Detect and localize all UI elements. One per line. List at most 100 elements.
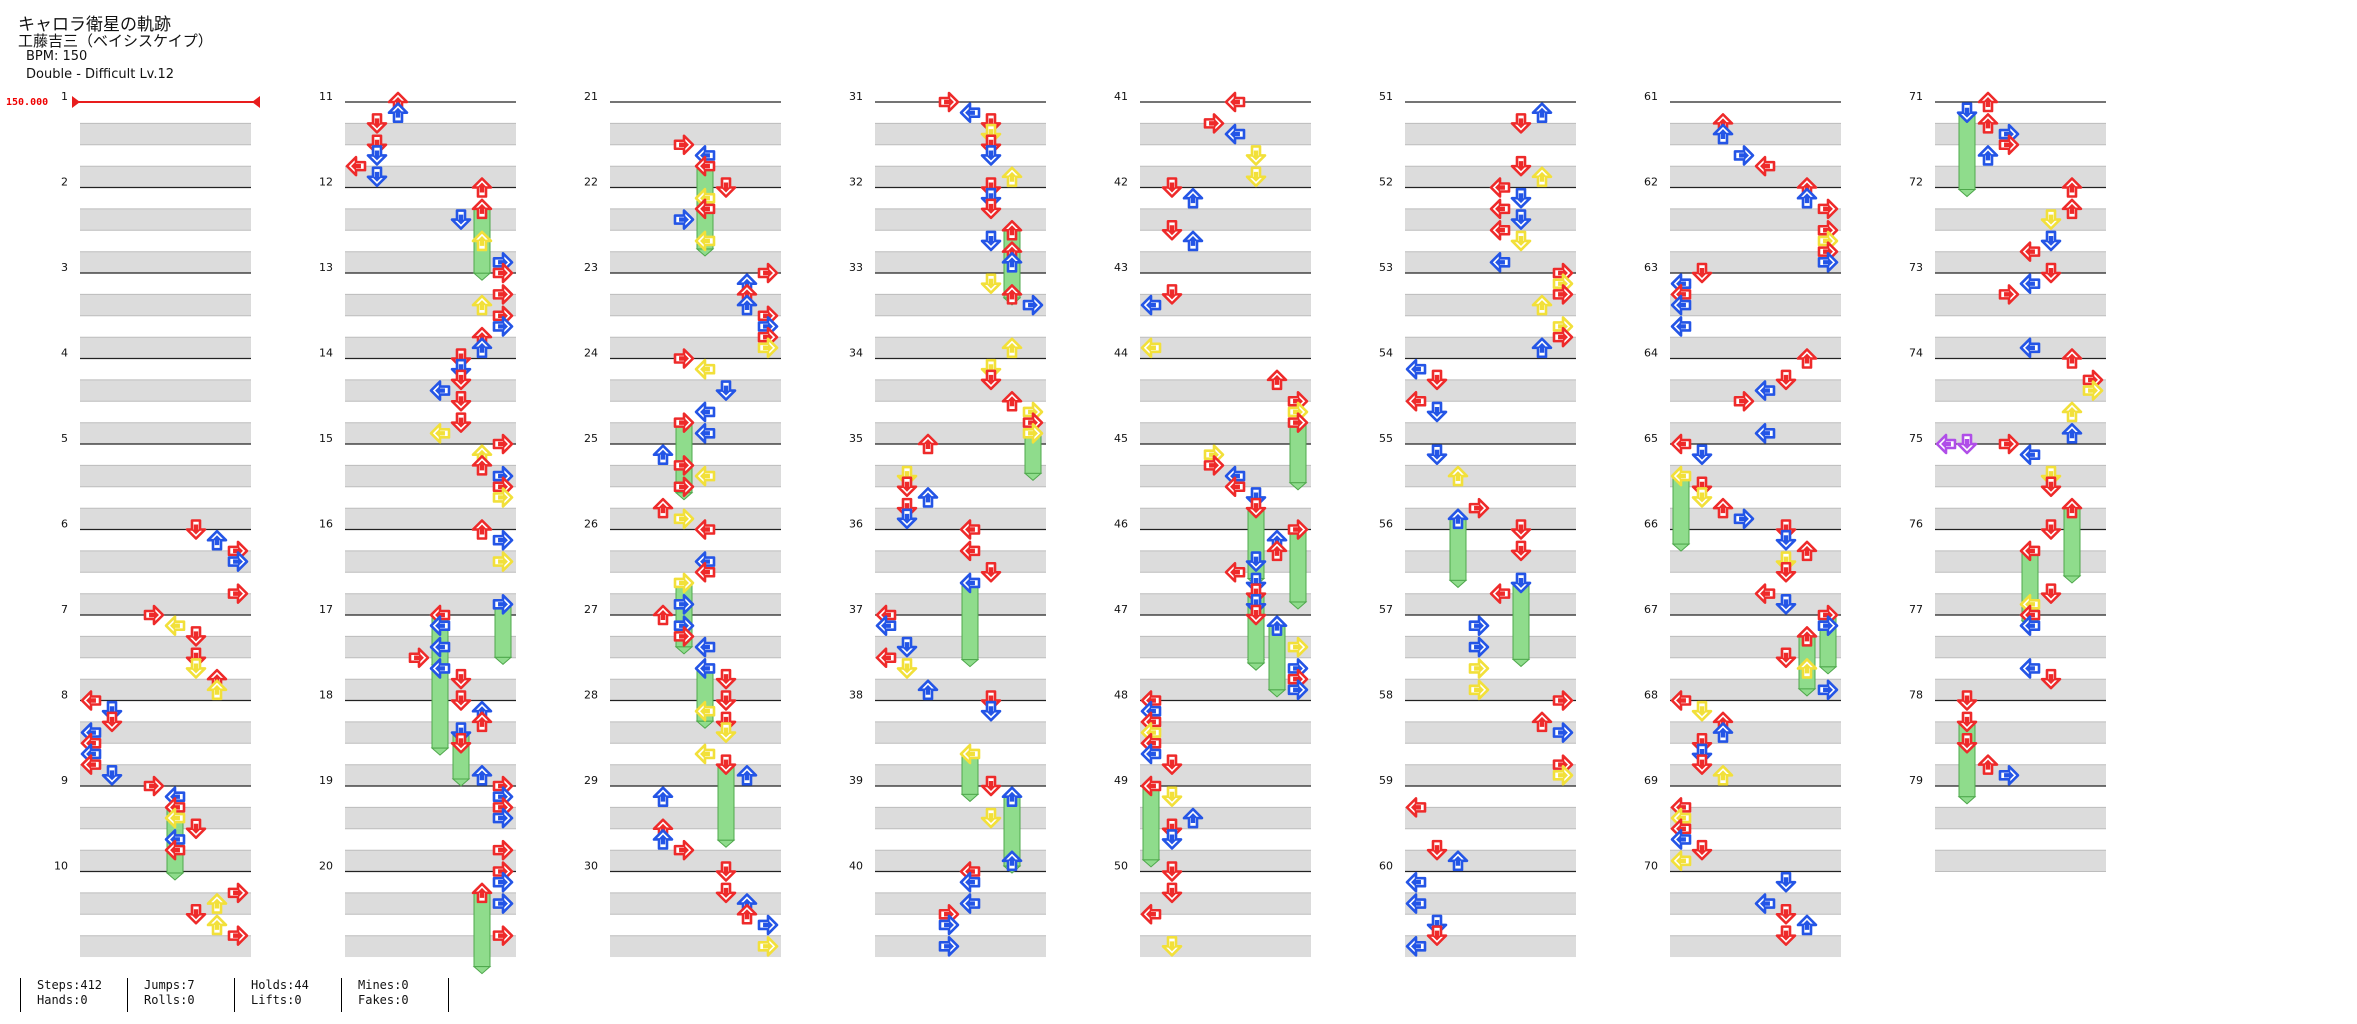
measure-shade	[1670, 337, 1841, 359]
measure-number: 37	[849, 603, 863, 616]
measure-22: 22	[584, 176, 781, 274]
measure-shade	[80, 550, 251, 573]
measure-shade	[1935, 721, 2106, 744]
arrow-fill	[1432, 406, 1442, 417]
arrow-fill	[170, 620, 180, 631]
hold-tail	[472, 272, 492, 281]
arrow-fill	[1251, 171, 1261, 182]
arrow-fill	[1558, 770, 1568, 781]
arrow-fill	[191, 524, 201, 535]
measure-53: 53	[1379, 261, 1576, 359]
arrow-fill	[477, 203, 487, 214]
measure-number: 11	[319, 90, 333, 103]
measure-shade	[1935, 550, 2106, 573]
arrow-fill	[1272, 535, 1282, 546]
stat-mines: Mines:0	[358, 978, 409, 992]
arrow-fill	[902, 642, 912, 653]
measure-shade	[1405, 721, 1576, 744]
measure-shade	[1935, 679, 2106, 701]
arrow-fill	[986, 150, 996, 161]
arrow-fill	[1495, 257, 1505, 268]
arrow-fill	[1474, 684, 1484, 695]
hold-tail	[1267, 689, 1287, 698]
arrow-fill	[986, 129, 996, 140]
measure-number: 51	[1379, 90, 1393, 103]
measure-shade	[80, 208, 251, 231]
arrow-fill	[1676, 834, 1686, 845]
arrow-fill	[1272, 374, 1282, 385]
hold-tail	[1023, 472, 1043, 482]
measure-number: 28	[584, 689, 598, 702]
measure-shade	[1405, 679, 1576, 701]
arrow-fill	[477, 342, 487, 353]
arrow-fill	[679, 417, 689, 428]
measure-28: 28	[584, 689, 781, 787]
arrow-fill	[149, 610, 159, 620]
measure-number: 54	[1379, 347, 1393, 360]
hold-tail	[472, 966, 492, 975]
measure-number: 27	[584, 603, 598, 616]
arrow-fill	[1739, 513, 1749, 524]
measure-number: 36	[849, 518, 863, 531]
measure-shade	[1670, 721, 1841, 744]
arrow-fill	[1697, 845, 1707, 856]
measure-74: 74	[1909, 347, 2106, 445]
arrow-fill	[965, 898, 975, 909]
measure-shade	[345, 251, 516, 274]
arrow-fill	[1760, 161, 1770, 172]
measure-shade	[1935, 166, 2106, 188]
arrow-fill	[902, 513, 912, 524]
measure-shade	[1405, 935, 1576, 958]
measure-shade	[80, 251, 251, 274]
arrow-fill	[1432, 930, 1442, 941]
arrow-fill	[2004, 289, 2014, 300]
arrow-fill	[372, 150, 382, 161]
arrow-fill	[1537, 107, 1547, 118]
arrow-fill	[1272, 620, 1282, 631]
arrow-fill	[986, 235, 996, 246]
arrow-fill	[1146, 748, 1156, 759]
hold-tail	[1957, 189, 1977, 198]
arrow-fill	[1516, 214, 1526, 225]
measure-number: 8	[61, 689, 68, 702]
measure-4: 4	[61, 347, 251, 445]
hold-tail	[716, 839, 736, 848]
measure-41: 41	[1114, 90, 1311, 188]
measure-shade	[1140, 508, 1311, 530]
measure-shade	[80, 679, 251, 701]
measure-number: 70	[1644, 860, 1658, 873]
measure-shade	[80, 892, 251, 915]
measure-shade	[1140, 636, 1311, 658]
measure-35: 35	[849, 432, 1046, 530]
measure-shade	[875, 850, 1046, 872]
measure-number: 76	[1909, 518, 1923, 531]
measure-23: 23	[584, 261, 781, 359]
measure-shade	[1670, 465, 1841, 487]
arrow-fill	[679, 599, 689, 610]
measure-number: 31	[849, 90, 863, 103]
arrow-fill	[2004, 770, 2014, 781]
measure-shade	[610, 166, 781, 188]
measure-number: 29	[584, 774, 598, 787]
arrow-fill	[233, 930, 243, 941]
arrow-fill	[1823, 684, 1833, 695]
measure-shade	[345, 892, 516, 915]
measure-shade	[1670, 550, 1841, 573]
arrow-fill	[1209, 118, 1219, 129]
measure-shade	[1405, 337, 1576, 359]
arrow-fill	[1718, 716, 1728, 727]
measure-shade	[1405, 465, 1576, 487]
measure-shade	[1935, 251, 2106, 274]
measure-shade	[1670, 636, 1841, 658]
hold-tail	[674, 646, 694, 655]
measure-number: 44	[1114, 347, 1128, 360]
arrow-fill	[1558, 695, 1568, 706]
measure-number: 59	[1379, 774, 1393, 787]
arrow-fill	[2025, 449, 2035, 460]
measure-number: 71	[1909, 90, 1923, 103]
arrow-fill	[1537, 300, 1547, 311]
measure-shade	[1140, 251, 1311, 274]
measure-number: 23	[584, 261, 598, 274]
hold-tail	[1671, 543, 1691, 552]
measure-number: 2	[61, 176, 68, 189]
